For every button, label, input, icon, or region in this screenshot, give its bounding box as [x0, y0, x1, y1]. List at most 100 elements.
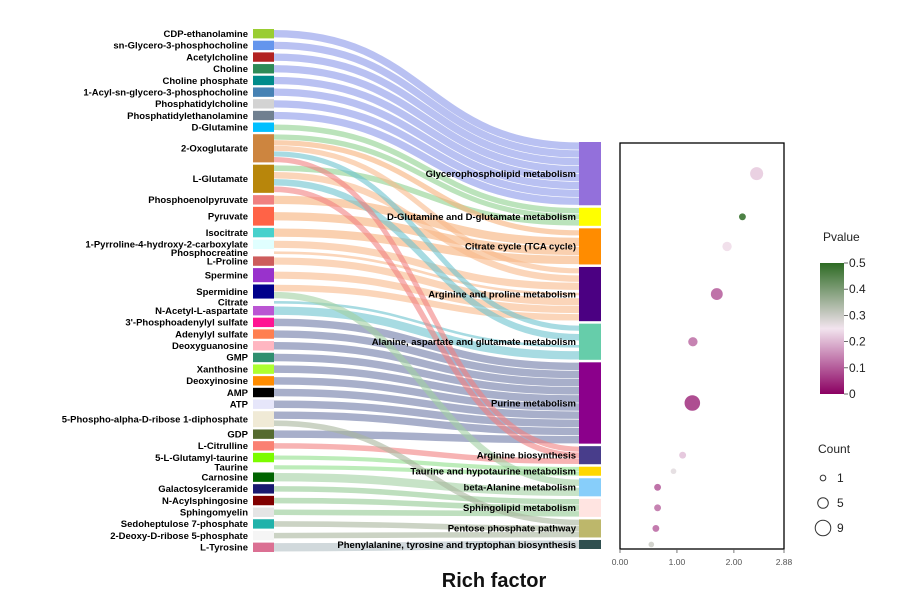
sankey-link	[273, 212, 580, 256]
metabolite-label: L-Citrulline	[198, 441, 248, 452]
metabolite-label: Carnosine	[202, 472, 248, 483]
metabolite-label: Phosphatidylethanolamine	[127, 111, 248, 122]
pathway-label: Purine metabolism	[491, 398, 576, 409]
metabolite-node	[253, 452, 274, 463]
metabolite-label: N-Acetyl-L-aspartate	[155, 306, 248, 317]
sankey-link	[273, 172, 580, 282]
pathway-label: Arginine and proline metabolism	[428, 289, 576, 300]
sankey-link	[273, 124, 580, 214]
metabolite-node	[253, 251, 274, 255]
metabolite-label: 5-L-Glutamyl-taurine	[155, 453, 248, 464]
metabolite-label: 5-Phospho-alpha-D-ribose 1-diphosphate	[62, 414, 248, 425]
pathway-node	[579, 478, 601, 497]
pathway-label: Sphingolipid metabolism	[463, 503, 576, 514]
pathway-dot	[648, 541, 655, 548]
pathway-label: Arginine biosynthesis	[477, 450, 576, 461]
pathway-dot	[652, 524, 660, 532]
pathway-node-layer: Glycerophospholipid metabolism D-Glutamin…	[337, 142, 601, 551]
pathway-dot	[688, 337, 698, 347]
metabolite-node	[253, 300, 274, 304]
metabolite-node	[253, 75, 274, 86]
metabolite-node	[253, 429, 274, 439]
metabolite-label: N-Acylsphingosine	[162, 496, 248, 507]
x-tick-label: 0.00	[612, 557, 629, 567]
pvalue-tick-label: 0.3	[849, 308, 866, 322]
count-legend-label: 1	[837, 471, 844, 485]
sankey-link	[273, 411, 580, 436]
metabolite-node	[253, 352, 274, 363]
metabolite-label: L-Proline	[207, 256, 248, 267]
pathway-node	[579, 266, 601, 322]
metabolite-label: Phosphatidylcholine	[155, 99, 248, 110]
metabolite-node	[253, 87, 274, 97]
pathway-label: D-Glutamine and D-glutamate metabolism	[387, 212, 576, 223]
sankey-link	[273, 291, 580, 487]
pvalue-legend-ticks: 0.5 0.4 0.3 0.2 0.1 0	[844, 256, 866, 401]
sankey-link	[273, 76, 580, 182]
pathway-node	[579, 323, 601, 360]
sankey-link	[273, 65, 580, 174]
metabolite-node	[253, 399, 274, 409]
metabolite-label: Pyruvate	[208, 212, 248, 223]
pathway-dot	[679, 451, 687, 459]
metabolite-node	[253, 542, 274, 552]
sankey-link	[273, 430, 580, 444]
x-tick-label: 2.88	[776, 557, 793, 567]
metabolite-label: 2-Deoxy-D-ribose 5-phosphate	[110, 531, 248, 542]
sankey-link	[273, 497, 580, 511]
sankey-link	[273, 342, 580, 387]
pvalue-tick-label: 0.5	[849, 256, 866, 270]
sankey-link	[273, 531, 580, 539]
metabolite-node	[253, 329, 274, 339]
metabolite-node	[253, 164, 274, 193]
metabolite-label: ATP	[230, 400, 249, 411]
metabolite-node	[253, 64, 274, 74]
metabolite-node	[253, 29, 274, 39]
metabolite-node	[253, 484, 274, 494]
sankey-link	[273, 353, 580, 395]
metabolite-node	[253, 284, 274, 299]
metabolite-label: GDP	[227, 429, 248, 440]
pathway-label: Taurine and hypotaurine metabolism	[410, 467, 576, 478]
pvalue-tick-label: 0.4	[849, 282, 866, 296]
sankey-link	[273, 53, 580, 166]
pathway-node	[579, 539, 601, 549]
dot-layer	[648, 167, 764, 548]
metabolite-label: Choline	[213, 64, 248, 75]
sankey-link	[273, 318, 580, 371]
metabolite-node	[253, 519, 274, 529]
count-legend-label: 5	[837, 496, 844, 510]
pvalue-legend: Pvalue 0.5 0.4 0.3 0.2 0.1 0	[820, 230, 866, 401]
metabolite-label: 1-Acyl-sn-glycero-3-phosphocholine	[83, 87, 248, 98]
pathway-dot	[750, 167, 764, 181]
metabolite-label: AMP	[227, 388, 249, 399]
metabolite-label: Sphingomyelin	[180, 508, 248, 519]
sankey-link	[273, 521, 580, 532]
metabolite-label: Galactosylceramide	[158, 484, 248, 495]
sankey-link	[273, 330, 580, 379]
x-tick-label: 2.00	[726, 557, 743, 567]
pathway-node	[579, 228, 601, 265]
count-legend-circle	[819, 474, 827, 482]
pathway-node	[579, 498, 601, 517]
dot-plot-panel: 0.00 1.00 2.00 2.88	[612, 142, 793, 567]
sankey-link	[273, 30, 580, 150]
metabolite-label: Phosphocreatine	[171, 248, 248, 259]
sankey-link	[273, 306, 580, 360]
pathway-node	[579, 446, 601, 465]
count-legend-circle	[817, 497, 829, 509]
metabolite-label: Deoxyinosine	[186, 376, 248, 387]
pathway-node	[579, 519, 601, 538]
metabolite-label: Taurine	[214, 463, 248, 474]
pathway-dot	[654, 483, 662, 491]
metabolite-node	[253, 317, 274, 328]
count-legend-title: Count	[818, 442, 851, 456]
pathway-node	[579, 362, 601, 444]
metabolite-node	[253, 376, 274, 386]
pathway-dot	[710, 288, 723, 300]
metabolite-node	[253, 195, 274, 205]
sankey-link	[273, 540, 580, 552]
pathway-dot	[722, 241, 732, 252]
pathway-label: Alanine, aspartate and glutamate metabol…	[372, 337, 576, 348]
metabolite-label: 3'-Phosphoadenylyl sulfate	[125, 318, 248, 329]
